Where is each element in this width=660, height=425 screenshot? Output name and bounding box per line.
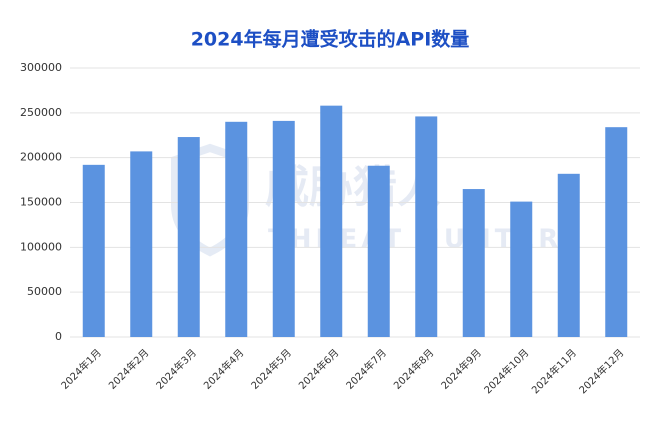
y-tick-label: 250000 — [20, 106, 62, 119]
chart-title: 2024年每月遭受攻击的API数量 — [191, 28, 470, 51]
bar — [605, 127, 628, 338]
y-tick-label: 300000 — [20, 61, 62, 74]
y-tick-label: 0 — [55, 330, 62, 343]
y-tick-label: 100000 — [20, 240, 62, 253]
y-tick-label: 50000 — [27, 285, 62, 298]
y-tick-label: 150000 — [20, 196, 62, 209]
bar — [557, 173, 580, 337]
bar — [415, 116, 438, 337]
bar — [510, 201, 533, 337]
bar — [462, 189, 485, 337]
bar — [130, 151, 153, 337]
bar — [177, 137, 200, 337]
bar — [320, 105, 343, 337]
bar — [272, 120, 295, 337]
bar — [225, 121, 248, 337]
watermark-subtext: THREAT HUNTER — [268, 225, 562, 255]
bar — [367, 165, 390, 337]
bar — [82, 164, 105, 337]
y-tick-label: 200000 — [20, 151, 62, 164]
